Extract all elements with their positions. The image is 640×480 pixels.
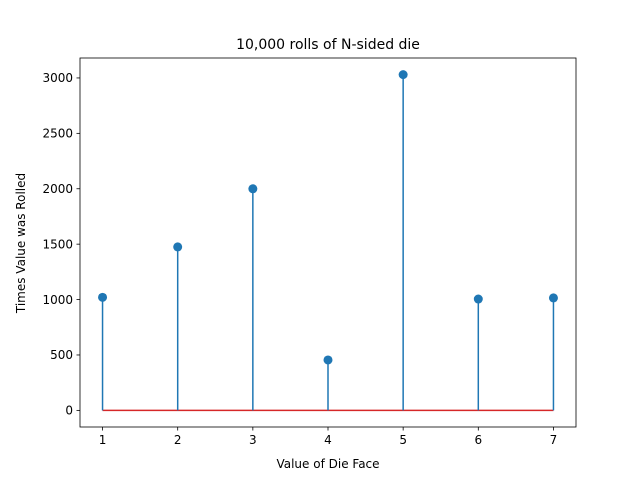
y-axis-label: Times Value was Rolled — [14, 173, 28, 314]
stem-marker-7 — [548, 293, 558, 303]
stem-marker-5 — [398, 70, 408, 80]
stem-marker-6 — [473, 294, 483, 304]
x-tick-label-6: 6 — [474, 433, 482, 447]
y-tick-label-3000: 3000 — [42, 71, 73, 85]
plot-area: 1 2 3 4 5 6 7 0 500 1000 1500 2000 2500 3000 — [42, 57, 577, 447]
x-tick-label-2: 2 — [174, 433, 182, 447]
y-tick-label-2000: 2000 — [42, 182, 73, 196]
y-tick-label-1500: 1500 — [42, 237, 73, 251]
y-tick-label-0: 0 — [65, 404, 73, 418]
chart-title: 10,000 rolls of N-sided die — [236, 37, 420, 53]
stem-marker-4 — [323, 355, 333, 365]
y-tick-label-1000: 1000 — [42, 293, 73, 307]
x-tick-label-5: 5 — [399, 433, 407, 447]
y-tick-label-500: 500 — [50, 348, 73, 362]
x-tick-label-1: 1 — [99, 433, 107, 447]
x-tick-label-4: 4 — [324, 433, 332, 447]
x-tick-label-3: 3 — [249, 433, 257, 447]
y-tick-label-2500: 2500 — [42, 127, 73, 141]
stem-marker-2 — [173, 242, 183, 252]
x-tick-label-7: 7 — [550, 433, 558, 447]
stem-marker-3 — [248, 184, 258, 194]
x-axis-label: Value of Die Face — [276, 457, 379, 471]
stem-marker-1 — [98, 292, 108, 302]
